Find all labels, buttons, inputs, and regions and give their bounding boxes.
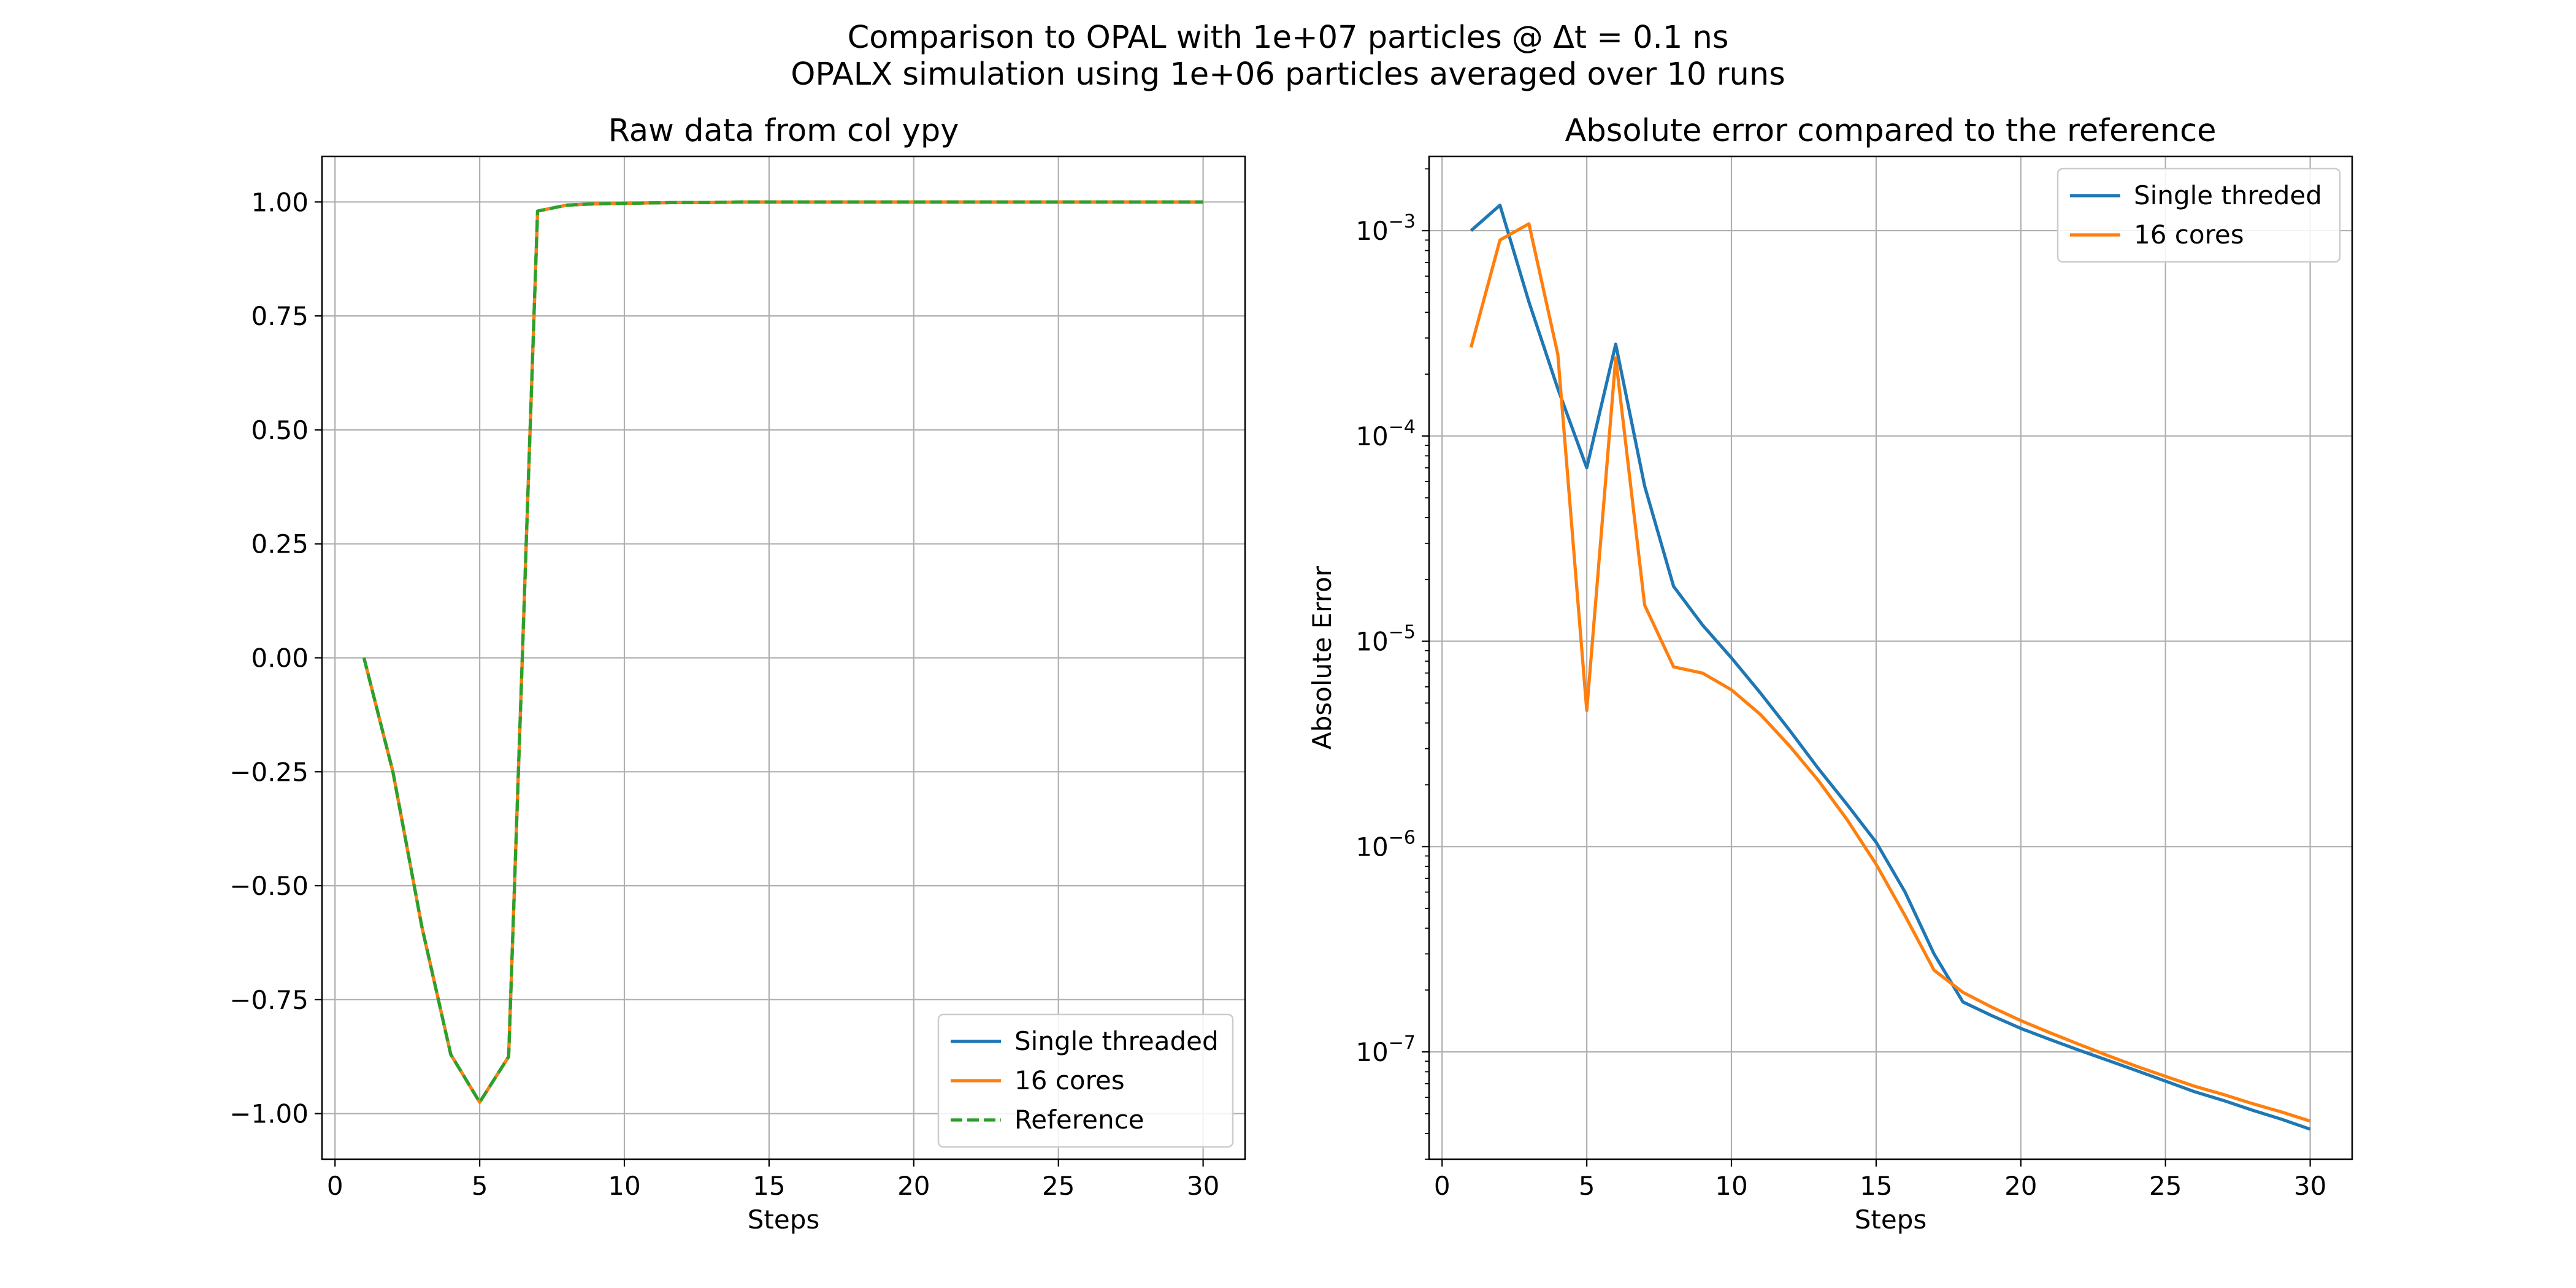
figure-suptitle-line1: Comparison to OPAL with 1e+07 particles … [848,20,1729,56]
raw-data-y-tick-label: 0.50 [251,415,309,445]
absolute-error-y-tick-base: 10 [1355,832,1388,862]
absolute-error-y-tick-label: 10−7 [1355,1032,1416,1067]
raw-data-y-tick-label: 0.25 [251,529,309,559]
raw-data-chart: 0 5 10 15 20 25 30 1.00 0.75 0.50 0.25 0.00 −0.25 −0… [229,113,1246,1235]
raw-data-legend-box [937,1013,1234,1148]
absolute-error-legend-box [2057,167,2341,263]
raw-data-x-tick-label: 0 [327,1171,343,1201]
absolute-error-x-tick-label: 30 [2294,1171,2326,1201]
absolute-error-y-tick-exponent: −4 [1389,416,1416,438]
absolute-error-x-axis: 0 5 10 15 20 25 30 [1434,1159,2326,1201]
raw-data-legend-label: 16 cores [1014,1065,1125,1095]
raw-data-chart-title: Raw data from col ypy [608,113,959,149]
absolute-error-plot-lines [1469,204,2311,1131]
absolute-error-x-axis-label: Steps [1855,1205,1927,1235]
absolute-error-y-tick-label: 10−3 [1355,211,1416,246]
absolute-error-y-tick-exponent: −5 [1389,622,1416,643]
absolute-error-y-tick-base: 10 [1355,627,1388,657]
absolute-error-y-tick-label: 10−5 [1355,622,1416,657]
absolute-error-chart-title: Absolute error compared to the reference [1565,113,2217,149]
absolute-error-legend: Single threded 16 cores [2057,167,2341,263]
absolute-error-legend-label: Single threded [2134,180,2322,210]
absolute-error-y-tick-exponent: −7 [1389,1032,1416,1054]
absolute-error-x-tick-label: 20 [2004,1171,2037,1201]
raw-data-y-tick-label: −0.50 [229,871,309,901]
raw-data-series-line-2 [362,200,1203,1104]
absolute-error-chart: 0 5 10 15 20 25 30 10−310−410−510−610−7 Absolu… [1307,113,2353,1235]
raw-data-y-axis: 1.00 0.75 0.50 0.25 0.00 −0.25 −0.50 −0.75 −1.00 [229,187,322,1129]
absolute-error-x-tick-label: 0 [1434,1171,1451,1201]
raw-data-y-tick-label: 0.75 [251,301,309,331]
absolute-error-y-tick-base: 10 [1355,421,1388,451]
raw-data-y-tick-label: 0.00 [251,643,309,673]
absolute-error-y-axis-label: Absolute Error [1307,565,1337,749]
absolute-error-y-tick-base: 10 [1355,1037,1388,1067]
figure-suptitle-line2: OPALX simulation using 1e+06 particles a… [791,56,1785,93]
raw-data-legend: Single threaded 16 cores Reference [937,1013,1234,1148]
absolute-error-y-tick-label: 10−6 [1355,827,1416,862]
raw-data-x-tick-label: 15 [753,1171,785,1201]
absolute-error-y-tick-label: 10−4 [1355,416,1416,451]
absolute-error-y-tick-exponent: −3 [1389,211,1416,232]
absolute-error-axes-frame [1428,155,2353,1160]
absolute-error-y-tick-base: 10 [1355,216,1388,246]
raw-data-x-tick-label: 25 [1042,1171,1075,1201]
raw-data-y-tick-label: −0.25 [229,757,309,787]
raw-data-x-tick-label: 5 [472,1171,488,1201]
raw-data-plot-lines [362,200,1203,1104]
raw-data-x-tick-label: 20 [897,1171,930,1201]
absolute-error-x-tick-label: 5 [1579,1171,1595,1201]
raw-data-x-tick-label: 10 [608,1171,640,1201]
absolute-error-series-line-0 [1470,204,2311,1131]
raw-data-x-tick-label: 30 [1187,1171,1219,1201]
raw-data-x-axis: 0 5 10 15 20 25 30 [327,1159,1219,1201]
raw-data-grid [322,156,1245,1159]
raw-data-legend-label: Single threaded [1014,1026,1219,1056]
absolute-error-legend-label: 16 cores [2134,220,2244,250]
absolute-error-y-axis: 10−310−410−510−610−7 [1355,168,1429,1160]
raw-data-y-tick-label: −1.00 [229,1099,309,1129]
raw-data-y-tick-label: −0.75 [229,985,309,1015]
raw-data-x-axis-label: Steps [748,1205,820,1235]
absolute-error-x-tick-label: 25 [2149,1171,2182,1201]
absolute-error-series-line-1 [1469,222,2311,1123]
absolute-error-x-tick-label: 10 [1715,1171,1747,1201]
absolute-error-y-tick-exponent: −6 [1389,827,1416,848]
raw-data-legend-label: Reference [1014,1105,1144,1135]
raw-data-y-tick-label: 1.00 [251,187,309,217]
absolute-error-x-tick-label: 15 [1860,1171,1892,1201]
